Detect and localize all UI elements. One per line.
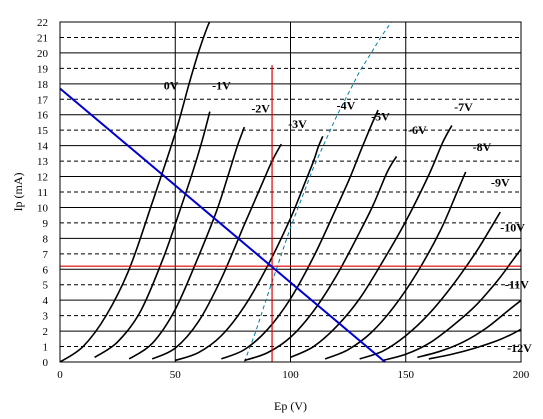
x-axis-title: Ep (V) [274,399,307,413]
y-tick-label: 10 [37,202,49,214]
curve-label: -5V [371,109,390,123]
y-tick-label: 7 [43,249,49,261]
y-tick-label: 11 [37,187,48,199]
max-dissipation-line [243,22,393,362]
x-tick-labels: 0 50 100 150 200 [57,369,530,381]
x-tick-label: 100 [282,369,299,381]
x-tick-label: 200 [513,369,530,381]
y-tick-label: 8 [43,233,49,245]
y-tick-label: 18 [37,79,49,91]
curve-label: -2V [251,102,270,116]
y-axis-title: Ip (mA) [11,173,25,212]
y-tick-label: 6 [43,264,49,276]
plate-curve-minus1v [94,111,211,359]
curve-label: 0V [164,78,179,92]
plate-curve-minus3v [151,143,282,360]
plate-curve-minus2v [128,126,246,360]
curve-label: -9V [491,176,510,190]
plate-curve-minus6v [244,156,398,362]
x-tick-label: 0 [57,369,63,381]
x-tick-label: 50 [170,369,182,381]
y-tick-label: 15 [37,125,49,137]
y-tick-label: 12 [37,172,48,184]
plate-curve-minus11v [417,299,521,359]
plot-frame [59,21,522,363]
y-tick-label: 19 [37,63,49,75]
curve-label: -11V [505,278,529,292]
x-tick-label: 150 [398,369,415,381]
operating-point-lines [60,65,521,362]
plate-curve-minus7v [290,125,453,359]
plate-curve-minus9v [359,211,501,360]
plate-curve-minus5v [221,109,379,360]
curve-labels: 0V -1V -2V -3V -4V -5V -6V -7V -8V -9V -10V -11V -12… [164,78,532,355]
y-tick-label: 13 [37,156,49,168]
curve-label: -6V [408,123,427,137]
y-tick-label: 1 [43,342,49,354]
grid [60,22,521,362]
curve-label: -7V [454,100,473,114]
y-tick-label: 0 [43,357,49,369]
y-tick-label: 17 [37,94,49,106]
y-tick-label: 4 [43,295,49,307]
curve-label: -1V [212,78,231,92]
y-tick-label: 21 [37,32,48,44]
curve-label: -12V [507,341,532,355]
load-line-segment [59,87,386,363]
curve-label: -8V [473,140,492,154]
curve-label: -4V [337,98,356,112]
load-line [59,87,386,363]
y-tick-label: 22 [37,17,48,29]
plate-curve-0v [60,22,211,362]
plate-curve-minus10v [382,247,521,362]
plate-curves [60,22,521,362]
y-tick-label: 3 [43,311,49,323]
curve-label: -10V [500,221,525,235]
max-dissipation-curve [243,22,393,362]
plate-curve-minus12v [428,328,521,360]
y-tick-label: 9 [43,218,49,230]
curve-label: -3V [288,117,307,131]
y-tick-label: 2 [43,326,49,338]
y-tick-label: 20 [37,48,49,60]
y-tick-label: 14 [37,141,49,153]
plate-curve-minus4v [174,136,324,362]
y-tick-label: 5 [43,280,49,292]
plate-curve-minus8v [324,171,467,360]
y-tick-label: 16 [37,110,49,122]
